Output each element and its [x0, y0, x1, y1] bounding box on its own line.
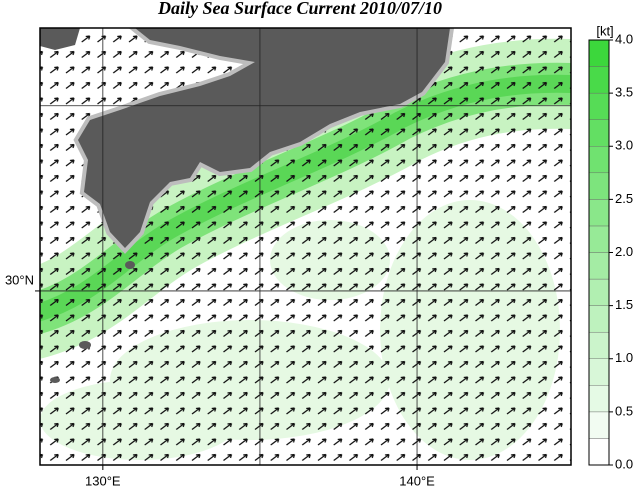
colorbar-tick-label: 0.0 [615, 456, 633, 471]
colorbar-step [588, 225, 610, 253]
lat-tick-label: 30°N [5, 272, 34, 287]
colorbar-step [588, 146, 610, 174]
colorbar-tick-label: 3.5 [615, 85, 633, 100]
colorbar-tick-label: 2.0 [615, 244, 633, 259]
colorbar-tick-label: 3.0 [615, 138, 633, 153]
colorbar-step [588, 39, 610, 67]
lon-tick-label: 130°E [85, 473, 121, 488]
map-frame [39, 27, 572, 466]
colorbar-tick-label: 1.0 [615, 350, 633, 365]
map-area [40, 28, 571, 465]
title: Daily Sea Surface Current 2010/07/10 [157, 0, 442, 18]
land [40, 28, 455, 383]
colorbar-step [588, 278, 610, 306]
colorbar-step [588, 252, 610, 280]
colorbar-step [588, 66, 610, 94]
graticule [40, 28, 571, 465]
colorbar-tick-label: 2.5 [615, 191, 633, 206]
colorbar-unit: [kt] [596, 23, 613, 38]
colorbar-step [588, 331, 610, 359]
colorbar-step [588, 199, 610, 227]
colorbar-step [588, 305, 610, 333]
colorbar-step [588, 172, 610, 200]
colorbar: 0.0 0.5 1.0 1.5 2.0 2.5 3.0 3.5 4.0 [588, 31, 633, 471]
colorbar-step [588, 92, 610, 120]
colorbar-step [588, 411, 610, 439]
colorbar-step [588, 358, 610, 386]
colorbar-tick-label: 0.5 [615, 403, 633, 418]
colorbar-step [588, 385, 610, 413]
lon-tick-label: 140°E [399, 473, 435, 488]
colorbar-tick-label: 4.0 [615, 31, 633, 46]
colorbar-step [588, 438, 610, 466]
colorbar-step [588, 119, 610, 147]
colorbar-tick-label: 1.5 [615, 297, 633, 312]
